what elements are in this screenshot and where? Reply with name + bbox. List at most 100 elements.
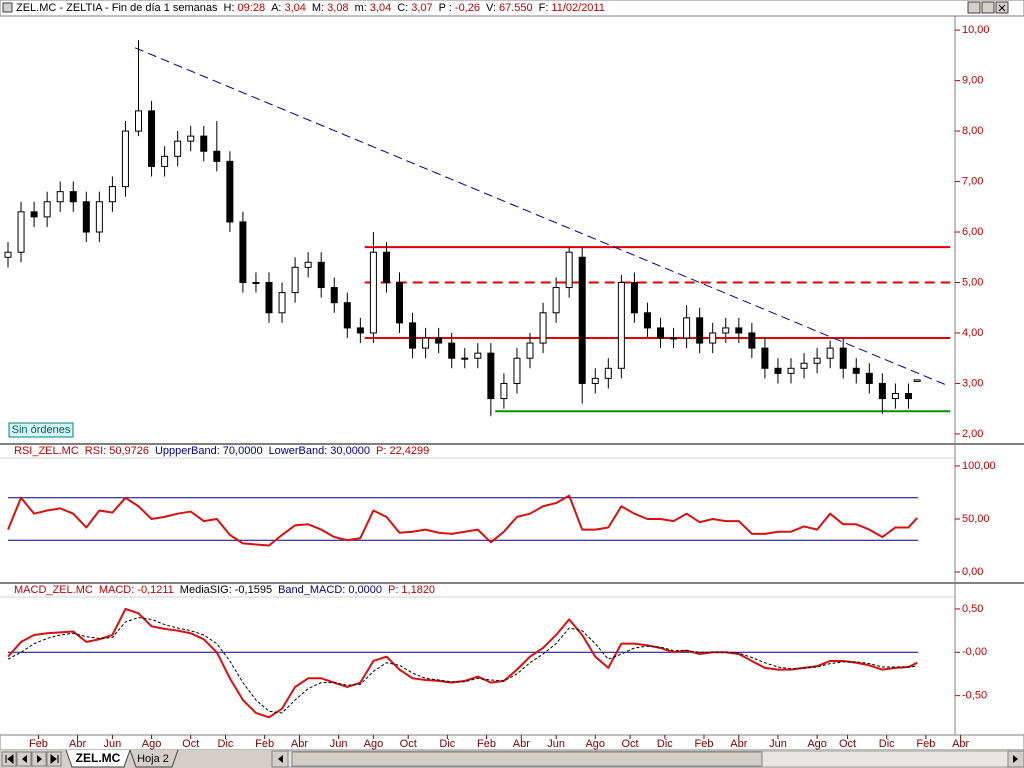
y-tick-label: 8,00 — [962, 125, 983, 137]
x-tick-label: Dic — [657, 738, 673, 750]
header-item: 3,08 — [327, 2, 348, 14]
candle-body — [787, 367, 795, 374]
x-tick-label: Dic — [879, 738, 895, 750]
candle-body — [878, 382, 886, 400]
panel-separator — [0, 443, 1024, 445]
candle-body — [539, 312, 547, 344]
candle-body — [696, 317, 704, 344]
header-item: LowerBand: — [269, 445, 328, 457]
panel-separator — [0, 582, 1024, 584]
candle-body — [396, 281, 404, 324]
orders-badge[interactable] — [8, 422, 74, 438]
x-tick-label: Feb — [255, 738, 274, 750]
y-tick-label: 10,00 — [962, 24, 990, 36]
scroll-thumb[interactable] — [291, 751, 763, 767]
minimize-button[interactable] — [967, 1, 981, 14]
candle-body — [356, 327, 364, 334]
x-tick-label: Jun — [330, 738, 348, 750]
header-item: 1,1820 — [401, 584, 435, 596]
candle-body — [187, 135, 195, 142]
header-item: C: — [397, 2, 408, 14]
header-item: ZEL.MC - ZELTIA - Fin de día 1 semanas — [16, 2, 218, 14]
candle-body — [735, 327, 743, 334]
window-icon — [2, 2, 13, 13]
x-tick-label: Oct — [182, 738, 199, 750]
active-tab[interactable] — [65, 749, 131, 768]
y-tick-label: -0,00 — [962, 646, 987, 658]
candle-body — [148, 110, 156, 167]
header-item: V: — [486, 2, 496, 14]
x-tick-label: Abr — [291, 738, 308, 750]
candle-body — [800, 362, 808, 369]
header-item: MACD: — [99, 584, 134, 596]
candle-body — [657, 327, 665, 339]
candle-body — [409, 322, 417, 349]
candle-body — [839, 347, 847, 369]
maximize-button[interactable] — [981, 1, 995, 14]
orders-badge-label: Sin órdenes — [12, 424, 71, 436]
header-item: MACD_ZEL.MC — [14, 584, 93, 596]
candle-body — [526, 342, 534, 359]
x-tick-label: Abr — [952, 738, 969, 750]
candle-body — [213, 150, 221, 162]
header-item: M: — [312, 2, 324, 14]
y-tick-label: 2,00 — [962, 428, 983, 440]
candle-body — [852, 367, 860, 374]
candle-body — [865, 372, 873, 384]
series-line — [7, 617, 918, 714]
candle-body — [474, 352, 482, 359]
candle-body — [748, 332, 756, 349]
header-item: RSI: — [85, 445, 106, 457]
candle-body — [252, 281, 260, 284]
header-item: m: — [355, 2, 367, 14]
header-item: Band_MACD: — [278, 584, 345, 596]
candle-body — [161, 155, 169, 167]
tab-label[interactable]: ZEL.MC — [76, 751, 121, 765]
series-line — [7, 607, 918, 719]
candle-body — [774, 367, 782, 374]
x-tick-label: Jun — [547, 738, 565, 750]
x-tick-label: Feb — [477, 738, 496, 750]
candle-body — [382, 251, 390, 283]
header-item: -0,1211 — [137, 584, 174, 596]
y-tick-label: 0,50 — [962, 603, 983, 615]
x-tick-label: Jun — [104, 738, 122, 750]
header-item: -0,1595 — [235, 584, 272, 596]
previous-icon — [22, 755, 27, 763]
x-tick-label: Ago — [364, 738, 384, 750]
header-item: P : — [439, 2, 452, 14]
y-tick-label: 6,00 — [962, 226, 983, 238]
x-tick-label: Feb — [916, 738, 935, 750]
candle-body — [617, 281, 625, 369]
candle-body — [813, 357, 821, 364]
header-item: 3,07 — [411, 2, 432, 14]
candle-body — [56, 191, 64, 203]
tab-label[interactable]: Hoja 2 — [137, 753, 169, 765]
candle-body — [121, 130, 129, 188]
close-icon — [998, 4, 1006, 12]
candle-body — [108, 186, 116, 203]
x-tick-label: Feb — [695, 738, 714, 750]
candle-body — [278, 292, 286, 314]
candle-body — [761, 347, 769, 369]
y-tick-label: -0,50 — [962, 690, 987, 702]
header-item: 3,04 — [370, 2, 391, 14]
x-tick-label: Ago — [585, 738, 605, 750]
header-item: 67.550 — [499, 2, 533, 14]
first-icon — [5, 753, 14, 765]
candle-body — [369, 251, 377, 334]
candle-body — [330, 287, 338, 304]
series-line — [7, 494, 918, 547]
tab[interactable] — [129, 749, 179, 768]
plot-area — [4, 40, 951, 719]
x-tick-label: Abr — [730, 738, 747, 750]
horizontal-scrollbar — [271, 750, 1024, 768]
header-item: H: — [224, 2, 235, 14]
candle-body — [591, 377, 599, 384]
panel-header: RSI_ZEL.MC RSI: 50,9726 UppperBand: 70,0000 L… — [14, 445, 429, 457]
header-item: 70,0000 — [223, 445, 263, 457]
candle-body — [630, 281, 638, 314]
candle-body — [422, 337, 430, 349]
